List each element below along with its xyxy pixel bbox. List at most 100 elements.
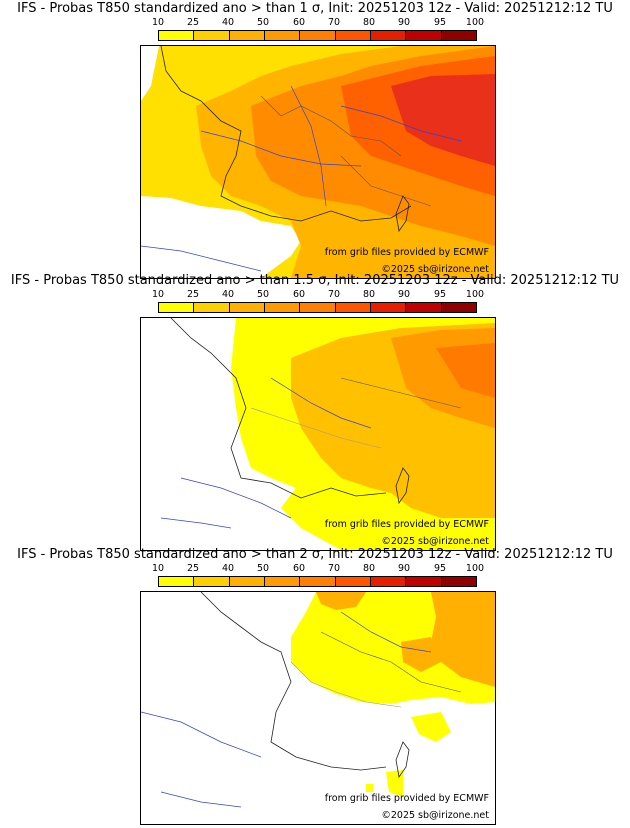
colorbar-tick: 25	[186, 563, 200, 574]
colorbar-tick: 25	[186, 17, 200, 28]
colorbar-swatch	[335, 577, 371, 586]
colorbar-swatch	[194, 31, 230, 40]
colorbar-tick: 60	[292, 563, 306, 574]
field-red-80	[391, 74, 495, 166]
field-orange-40	[401, 637, 441, 672]
island	[395, 741, 410, 779]
field-orange-60	[436, 343, 495, 398]
colorbar-swatch	[370, 577, 407, 586]
border	[260, 95, 402, 157]
colorbar-tick: 70	[327, 563, 341, 574]
colorbar-swatch	[406, 31, 442, 40]
colorbar-tick: 40	[221, 289, 235, 300]
colorbar-swatch	[335, 303, 371, 312]
colorbar-tick: 10	[151, 289, 165, 300]
colorbar-swatch	[441, 577, 476, 586]
river	[141, 245, 262, 272]
colorbar-tick: 80	[362, 289, 376, 300]
island	[395, 195, 410, 233]
colorbar-labels: 10 25 40 50 60 70 80 90 95 100	[140, 289, 490, 301]
source-credit: from grib files provided by ECMWF	[324, 519, 489, 530]
colorbar-swatch	[335, 31, 371, 40]
panel-2sigma: IFS - Probas T850 standardized ano > tha…	[0, 546, 630, 825]
probability-map: from grib files provided by ECMWF ©2025 …	[140, 317, 496, 551]
colorbar-tick: 90	[397, 17, 411, 28]
copyright: ©2025 sb@irizone.net	[381, 536, 489, 547]
colorbar-swatch	[194, 577, 230, 586]
coastline	[170, 318, 387, 499]
colorbar-swatch	[370, 31, 407, 40]
colorbar-swatch	[300, 577, 336, 586]
map-title: IFS - Probas T850 standardized ano > tha…	[17, 1, 613, 16]
colorbar-swatch	[264, 577, 301, 586]
colorbar-tick: 50	[256, 17, 270, 28]
colorbar-swatch	[406, 577, 442, 586]
colorbar-tick: 100	[465, 289, 485, 300]
colorbar-labels: 10 25 40 50 60 70 80 90 95 100	[140, 563, 490, 575]
colorbar-swatch	[300, 303, 336, 312]
colorbar-labels: 10 25 40 50 60 70 80 90 95 100	[140, 17, 490, 29]
map-drawing	[141, 318, 495, 550]
map-title: IFS - Probas T850 standardized ano > tha…	[17, 547, 613, 562]
field-yellow	[411, 712, 451, 742]
coastline	[200, 592, 387, 771]
field-white	[141, 196, 301, 278]
river	[180, 477, 292, 519]
colorbar-tick: 95	[433, 17, 447, 28]
map-title: IFS - Probas T850 standardized ano > tha…	[10, 273, 620, 288]
coastline	[160, 46, 412, 222]
colorbar-swatch	[229, 303, 265, 312]
colorbar-tick: 25	[186, 289, 200, 300]
colorbar-swatch	[370, 303, 407, 312]
colorbar-tick: 10	[151, 17, 165, 28]
colorbar-tick: 70	[327, 289, 341, 300]
colorbar-tick: 40	[221, 17, 235, 28]
colorbar-swatch	[229, 31, 265, 40]
river	[160, 517, 232, 529]
colorbar-tick: 100	[465, 563, 485, 574]
border	[340, 155, 432, 207]
colorbar-tick: 40	[221, 563, 235, 574]
river	[340, 611, 432, 653]
panel-1sigma: IFS - Probas T850 standardized ano > tha…	[0, 0, 630, 279]
island	[395, 467, 410, 505]
field-yellow	[366, 784, 373, 792]
river	[340, 105, 462, 142]
field-orange-40	[431, 592, 495, 687]
colorbar-tick: 70	[327, 17, 341, 28]
copyright: ©2025 sb@irizone.net	[381, 264, 489, 275]
colorbar-swatch	[159, 31, 195, 40]
colorbar-tick: 90	[397, 289, 411, 300]
colorbar-swatch	[194, 303, 230, 312]
colorbar-tick: 60	[292, 289, 306, 300]
border	[250, 407, 382, 449]
colorbar-tick: 10	[151, 563, 165, 574]
colorbar-swatch	[264, 303, 301, 312]
probability-map: from grib files provided by ECMWF ©2025 …	[140, 45, 496, 279]
river	[200, 130, 362, 167]
colorbar	[158, 302, 477, 313]
colorbar-swatch	[264, 31, 301, 40]
source-credit: from grib files provided by ECMWF	[324, 793, 489, 804]
map-drawing	[141, 592, 495, 824]
colorbar-swatch	[229, 577, 265, 586]
colorbar-tick: 80	[362, 563, 376, 574]
colorbar-swatch	[159, 577, 195, 586]
border	[290, 661, 402, 708]
colorbar	[158, 30, 477, 41]
colorbar-swatch	[159, 303, 195, 312]
panel-1-5sigma: IFS - Probas T850 standardized ano > tha…	[0, 272, 630, 551]
source-credit: from grib files provided by ECMWF	[324, 247, 489, 258]
colorbar-tick: 50	[256, 289, 270, 300]
colorbar-swatch	[441, 303, 476, 312]
colorbar-tick: 90	[397, 563, 411, 574]
colorbar-tick: 95	[433, 289, 447, 300]
colorbar-swatch	[300, 31, 336, 40]
border	[340, 377, 462, 409]
field-orange-40	[316, 592, 366, 610]
field-white	[141, 46, 159, 101]
colorbar-swatch	[406, 303, 442, 312]
colorbar-tick: 80	[362, 17, 376, 28]
colorbar-tick: 50	[256, 563, 270, 574]
map-drawing	[141, 46, 495, 278]
